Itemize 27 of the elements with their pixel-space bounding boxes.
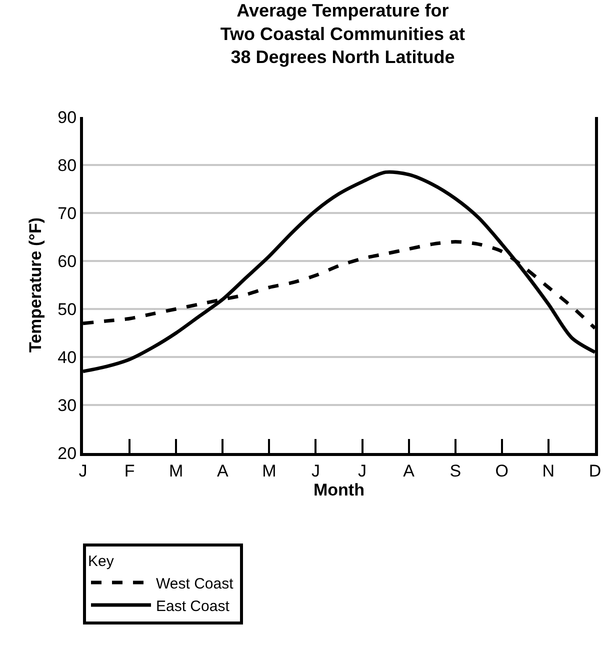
x-axis-title: Month — [314, 480, 364, 500]
y-tick-label: 80 — [58, 156, 77, 175]
y-tick-label: 40 — [58, 348, 77, 367]
x-tick-label: N — [542, 461, 555, 480]
legend-label: West Coast — [156, 575, 234, 592]
x-tick-label: J — [358, 461, 367, 480]
y-tick-label: 50 — [58, 300, 77, 319]
y-tick-label: 70 — [58, 204, 77, 223]
x-tick-label: J — [311, 461, 320, 480]
chart-title: Average Temperature for Two Coastal Communities at 38 Degrees North Latitude — [220, 0, 466, 68]
x-tick-label: F — [124, 461, 135, 480]
y-tick-label: 60 — [58, 252, 77, 271]
x-tick-label: D — [588, 461, 602, 480]
y-axis-title: Temperature (°F) — [26, 218, 46, 352]
y-tick-label: 90 — [58, 108, 77, 127]
x-tick-label: M — [262, 461, 276, 480]
x-tick-label: M — [169, 461, 184, 480]
x-tick-label: A — [216, 461, 229, 480]
x-tick-label: A — [403, 461, 416, 480]
y-tick-label: 30 — [58, 396, 77, 415]
x-tick-label: S — [450, 461, 462, 480]
legend-title: Key — [88, 553, 114, 570]
legend-label: East Coast — [156, 598, 230, 615]
x-tick-label: O — [495, 461, 509, 480]
y-tick-label: 20 — [58, 444, 77, 463]
x-tick-label: J — [78, 461, 88, 480]
line-series — [83, 170, 595, 374]
